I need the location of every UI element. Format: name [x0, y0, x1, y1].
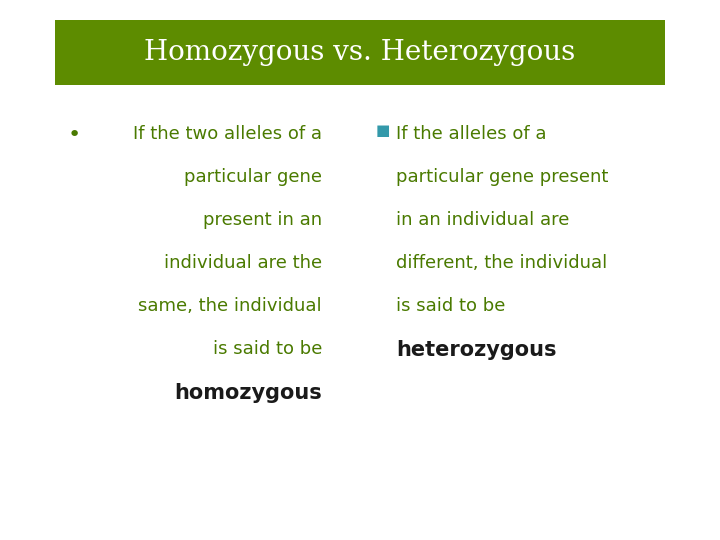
Text: If the alleles of a: If the alleles of a [396, 125, 546, 143]
Text: same, the individual: same, the individual [138, 297, 322, 315]
Text: is said to be: is said to be [212, 340, 322, 358]
FancyBboxPatch shape [55, 20, 665, 85]
Text: heterozygous: heterozygous [396, 340, 557, 360]
Text: particular gene: particular gene [184, 168, 322, 186]
Text: ■: ■ [376, 123, 390, 138]
Text: different, the individual: different, the individual [396, 254, 607, 272]
Text: individual are the: individual are the [164, 254, 322, 272]
Text: •: • [68, 125, 81, 145]
Text: If the two alleles of a: If the two alleles of a [133, 125, 322, 143]
Text: particular gene present: particular gene present [396, 168, 608, 186]
Text: Homozygous vs. Heterozygous: Homozygous vs. Heterozygous [145, 39, 575, 66]
Text: in an individual are: in an individual are [396, 211, 570, 229]
Text: homozygous: homozygous [174, 383, 322, 403]
Text: present in an: present in an [203, 211, 322, 229]
Text: is said to be: is said to be [396, 297, 505, 315]
